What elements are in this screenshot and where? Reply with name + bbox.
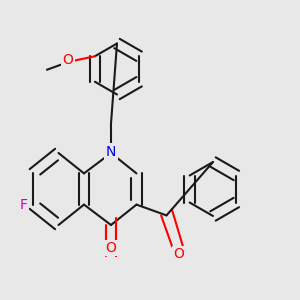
Text: O: O (62, 53, 74, 67)
Text: N: N (106, 145, 116, 158)
Text: F: F (20, 198, 27, 212)
Text: O: O (106, 241, 116, 255)
Text: O: O (174, 247, 184, 261)
